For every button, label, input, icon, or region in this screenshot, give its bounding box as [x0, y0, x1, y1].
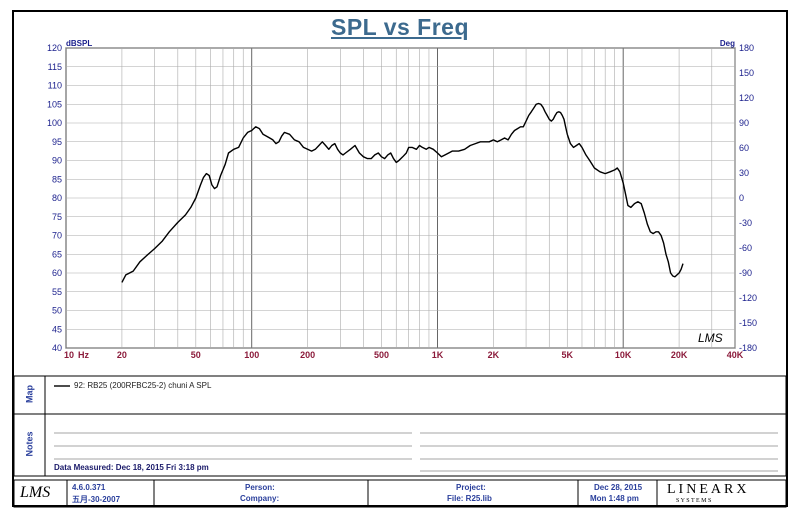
grid-lines: [65, 47, 736, 349]
y2-tick-label: -180: [739, 343, 757, 353]
y2-tick-label: 90: [739, 118, 749, 128]
version: 4.6.0.371: [72, 483, 106, 492]
project-label: Project:: [456, 483, 486, 492]
tick-labels: 404550556065707580859095100105110115120-…: [47, 43, 757, 360]
y2-tick-label: 150: [739, 68, 754, 78]
y-axis-label: dBSPL: [66, 39, 92, 48]
y2-tick-label: -150: [739, 318, 757, 328]
footer-panel: [13, 479, 787, 508]
x-unit-label: Hz: [78, 350, 89, 360]
file-label: File: R25.lib: [447, 494, 492, 503]
x-tick-label: 500: [374, 350, 389, 360]
y2-tick-label: -60: [739, 243, 752, 253]
y-tick-label: 50: [52, 306, 62, 316]
x-tick-label: 100: [244, 350, 259, 360]
y-tick-label: 65: [52, 249, 62, 259]
x-tick-label: 20K: [671, 350, 688, 360]
y2-tick-label: 120: [739, 93, 754, 103]
notes-panel: [13, 413, 787, 477]
notes-panel-label: Notes: [24, 431, 35, 457]
x-tick-label: 200: [300, 350, 315, 360]
x-tick-label: 1K: [432, 350, 444, 360]
x-tick-label: 2K: [488, 350, 500, 360]
footer-logo: LMS: [20, 484, 51, 501]
y-tick-label: 60: [52, 268, 62, 278]
legend-entry: 92: RB25 (200RFBC25-2) chuni A SPL: [74, 381, 212, 390]
y-tick-label: 110: [48, 81, 62, 91]
x-tick-label: 10: [64, 350, 74, 360]
y-tick-label: 90: [52, 156, 62, 166]
footer-time: Mon 1:48 pm: [590, 494, 639, 503]
y2-tick-label: 0: [739, 193, 744, 203]
brand-logo: LINEARX: [667, 482, 750, 497]
y-tick-label: 115: [48, 62, 62, 72]
x-tick-label: 50: [191, 350, 201, 360]
map-panel-label: Map: [24, 385, 35, 403]
y-tick-label: 45: [52, 324, 62, 334]
y-tick-label: 80: [52, 193, 62, 203]
x-tick-label: 10K: [615, 350, 632, 360]
y-tick-label: 70: [52, 231, 62, 241]
data-measured: Data Measured: Dec 18, 2015 Fri 3:18 pm: [54, 463, 209, 472]
y2-tick-label: -30: [739, 218, 752, 228]
y2-axis-label: Deg: [720, 39, 735, 48]
y2-tick-label: 60: [739, 143, 749, 153]
brand-subtitle: S Y S T E M S: [676, 498, 712, 504]
person-label: Person:: [245, 483, 275, 492]
y-tick-label: 55: [52, 287, 62, 297]
series-line: [121, 102, 684, 283]
y-tick-label: 105: [47, 99, 62, 109]
y-tick-label: 95: [52, 137, 62, 147]
y-tick-label: 75: [52, 212, 62, 222]
build-date: 五月-30-2007: [72, 495, 121, 504]
footer-date: Dec 28, 2015: [594, 483, 643, 492]
x-tick-label: 20: [117, 350, 127, 360]
y-tick-label: 100: [47, 118, 62, 128]
watermark-logo: LMS: [698, 331, 723, 345]
company-label: Company:: [240, 494, 280, 503]
y2-tick-label: -120: [739, 293, 757, 303]
y-tick-label: 120: [47, 43, 62, 53]
y2-tick-label: 180: [739, 43, 754, 53]
x-tick-label: 40K: [727, 350, 744, 360]
y2-tick-label: 30: [739, 168, 749, 178]
chart-title: SPL vs Freq: [330, 14, 470, 40]
y-tick-label: 40: [52, 343, 62, 353]
x-tick-label: 5K: [562, 350, 574, 360]
y-tick-label: 85: [52, 174, 62, 184]
y2-tick-label: -90: [739, 268, 752, 278]
